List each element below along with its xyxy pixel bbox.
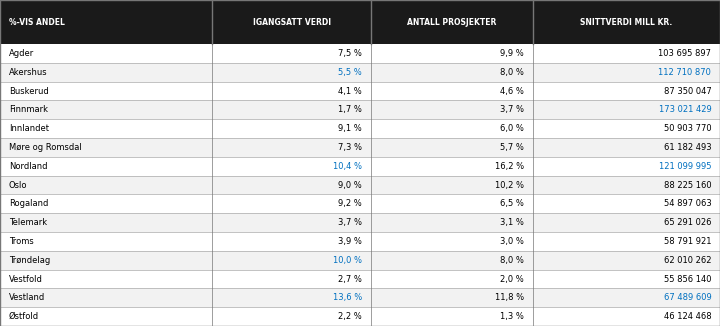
- Text: %-VIS ANDEL: %-VIS ANDEL: [9, 18, 65, 26]
- Text: 7,5 %: 7,5 %: [338, 49, 362, 58]
- Text: Akershus: Akershus: [9, 68, 48, 77]
- Text: 88 225 160: 88 225 160: [664, 181, 711, 189]
- FancyBboxPatch shape: [0, 0, 720, 44]
- Text: 121 099 995: 121 099 995: [659, 162, 711, 171]
- Text: 16,2 %: 16,2 %: [495, 162, 524, 171]
- FancyBboxPatch shape: [0, 307, 720, 326]
- Text: Oslo: Oslo: [9, 181, 27, 189]
- Text: Buskerud: Buskerud: [9, 86, 48, 96]
- Text: 173 021 429: 173 021 429: [659, 105, 711, 114]
- Text: 8,0 %: 8,0 %: [500, 256, 524, 265]
- Text: 67 489 609: 67 489 609: [664, 293, 711, 302]
- Text: Telemark: Telemark: [9, 218, 47, 227]
- Text: Rogaland: Rogaland: [9, 199, 48, 208]
- FancyBboxPatch shape: [0, 63, 720, 82]
- Text: Østfold: Østfold: [9, 312, 39, 321]
- FancyBboxPatch shape: [0, 194, 720, 213]
- Text: 3,1 %: 3,1 %: [500, 218, 524, 227]
- Text: 9,2 %: 9,2 %: [338, 199, 362, 208]
- Text: 3,7 %: 3,7 %: [500, 105, 524, 114]
- FancyBboxPatch shape: [0, 232, 720, 251]
- Text: 87 350 047: 87 350 047: [664, 86, 711, 96]
- Text: Troms: Troms: [9, 237, 33, 246]
- Text: Nordland: Nordland: [9, 162, 47, 171]
- FancyBboxPatch shape: [0, 100, 720, 119]
- Text: 6,5 %: 6,5 %: [500, 199, 524, 208]
- Text: 9,1 %: 9,1 %: [338, 124, 362, 133]
- Text: IGANGSATT VERDI: IGANGSATT VERDI: [253, 18, 330, 26]
- Text: 46 124 468: 46 124 468: [664, 312, 711, 321]
- Text: 3,0 %: 3,0 %: [500, 237, 524, 246]
- Text: 62 010 262: 62 010 262: [664, 256, 711, 265]
- Text: 9,0 %: 9,0 %: [338, 181, 362, 189]
- FancyBboxPatch shape: [0, 138, 720, 157]
- Text: 1,3 %: 1,3 %: [500, 312, 524, 321]
- FancyBboxPatch shape: [0, 44, 720, 63]
- Text: 54 897 063: 54 897 063: [664, 199, 711, 208]
- Text: 9,9 %: 9,9 %: [500, 49, 524, 58]
- FancyBboxPatch shape: [0, 251, 720, 270]
- Text: 8,0 %: 8,0 %: [500, 68, 524, 77]
- FancyBboxPatch shape: [0, 176, 720, 194]
- Text: 55 856 140: 55 856 140: [664, 274, 711, 284]
- Text: Trøndelag: Trøndelag: [9, 256, 50, 265]
- Text: 5,5 %: 5,5 %: [338, 68, 362, 77]
- Text: 2,0 %: 2,0 %: [500, 274, 524, 284]
- Text: 3,7 %: 3,7 %: [338, 218, 362, 227]
- Text: 4,6 %: 4,6 %: [500, 86, 524, 96]
- Text: 2,7 %: 2,7 %: [338, 274, 362, 284]
- Text: Agder: Agder: [9, 49, 34, 58]
- Text: 65 291 026: 65 291 026: [664, 218, 711, 227]
- Text: 58 791 921: 58 791 921: [664, 237, 711, 246]
- Text: Finnmark: Finnmark: [9, 105, 48, 114]
- Text: 10,4 %: 10,4 %: [333, 162, 362, 171]
- Text: 112 710 870: 112 710 870: [659, 68, 711, 77]
- Text: 2,2 %: 2,2 %: [338, 312, 362, 321]
- FancyBboxPatch shape: [0, 270, 720, 289]
- Text: 10,2 %: 10,2 %: [495, 181, 524, 189]
- Text: Vestfold: Vestfold: [9, 274, 42, 284]
- Text: 50 903 770: 50 903 770: [664, 124, 711, 133]
- Text: Vestland: Vestland: [9, 293, 45, 302]
- Text: Møre og Romsdal: Møre og Romsdal: [9, 143, 81, 152]
- Text: ANTALL PROSJEKTER: ANTALL PROSJEKTER: [407, 18, 497, 26]
- Text: Innlandet: Innlandet: [9, 124, 49, 133]
- Text: SNITTVERDI MILL KR.: SNITTVERDI MILL KR.: [580, 18, 672, 26]
- FancyBboxPatch shape: [0, 289, 720, 307]
- Text: 61 182 493: 61 182 493: [664, 143, 711, 152]
- FancyBboxPatch shape: [0, 82, 720, 100]
- Text: 3,9 %: 3,9 %: [338, 237, 362, 246]
- FancyBboxPatch shape: [0, 119, 720, 138]
- Text: 103 695 897: 103 695 897: [658, 49, 711, 58]
- Text: 7,3 %: 7,3 %: [338, 143, 362, 152]
- Text: 4,1 %: 4,1 %: [338, 86, 362, 96]
- Text: 1,7 %: 1,7 %: [338, 105, 362, 114]
- Text: 10,0 %: 10,0 %: [333, 256, 362, 265]
- FancyBboxPatch shape: [0, 213, 720, 232]
- Text: 13,6 %: 13,6 %: [333, 293, 362, 302]
- Text: 5,7 %: 5,7 %: [500, 143, 524, 152]
- FancyBboxPatch shape: [0, 157, 720, 176]
- Text: 6,0 %: 6,0 %: [500, 124, 524, 133]
- Text: 11,8 %: 11,8 %: [495, 293, 524, 302]
